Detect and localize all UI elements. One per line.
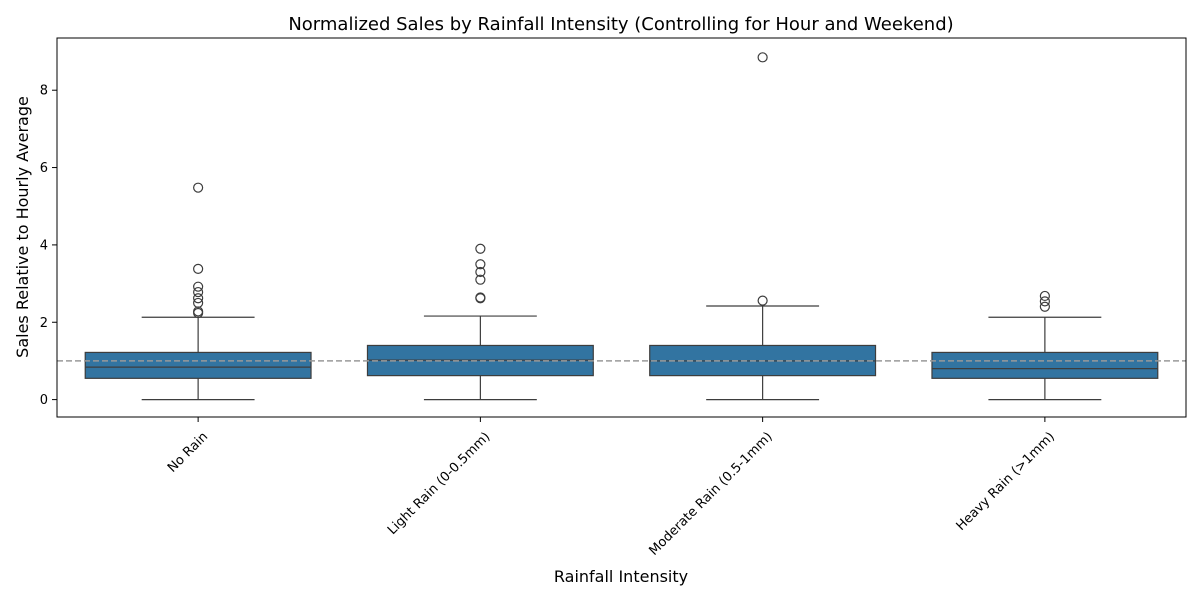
outlier-point xyxy=(1039,301,1050,312)
y-tick-label: 2 xyxy=(40,316,48,331)
box xyxy=(931,351,1159,379)
outlier-point xyxy=(757,295,768,306)
y-axis-title: Sales Relative to Hourly Average xyxy=(13,96,32,358)
outlier-point xyxy=(193,281,204,292)
box-group xyxy=(931,290,1159,401)
x-tick-label: Light Rain (0-0.5mm) xyxy=(385,429,493,537)
x-tick-label: No Rain xyxy=(165,429,211,475)
outlier-point xyxy=(193,263,204,274)
y-tick-label: 8 xyxy=(40,84,48,99)
outlier-point xyxy=(475,259,486,270)
box-group xyxy=(84,182,312,401)
y-tick-label: 6 xyxy=(40,161,48,176)
x-tick-label: Heavy Rain (>1mm) xyxy=(954,429,1058,533)
plot-area: 0 2 4 6 8 No Rain Light Rain (0-0.5mm) Moderate… xyxy=(40,37,1187,559)
box xyxy=(84,351,312,379)
box-group xyxy=(366,243,594,401)
outlier-point xyxy=(193,307,204,319)
x-tick-label: Moderate Rain (0.5-1mm) xyxy=(646,429,775,558)
chart-title: Normalized Sales by Rainfall Intensity (… xyxy=(288,14,953,35)
outlier-point xyxy=(193,182,204,193)
y-tick-label: 0 xyxy=(40,393,48,408)
outlier-point xyxy=(193,286,204,298)
x-axis-title: Rainfall Intensity xyxy=(554,567,688,586)
plot-frame xyxy=(56,37,1187,418)
outlier-point xyxy=(475,243,486,254)
box-group xyxy=(649,52,877,401)
outlier-point xyxy=(475,293,486,304)
y-tick-label: 4 xyxy=(40,238,48,253)
outlier-point xyxy=(757,52,768,63)
outlier-point xyxy=(1039,290,1050,302)
outlier-point xyxy=(193,293,204,304)
outlier-point xyxy=(475,266,486,278)
outlier-point xyxy=(475,274,486,285)
outlier-point xyxy=(1039,296,1050,307)
